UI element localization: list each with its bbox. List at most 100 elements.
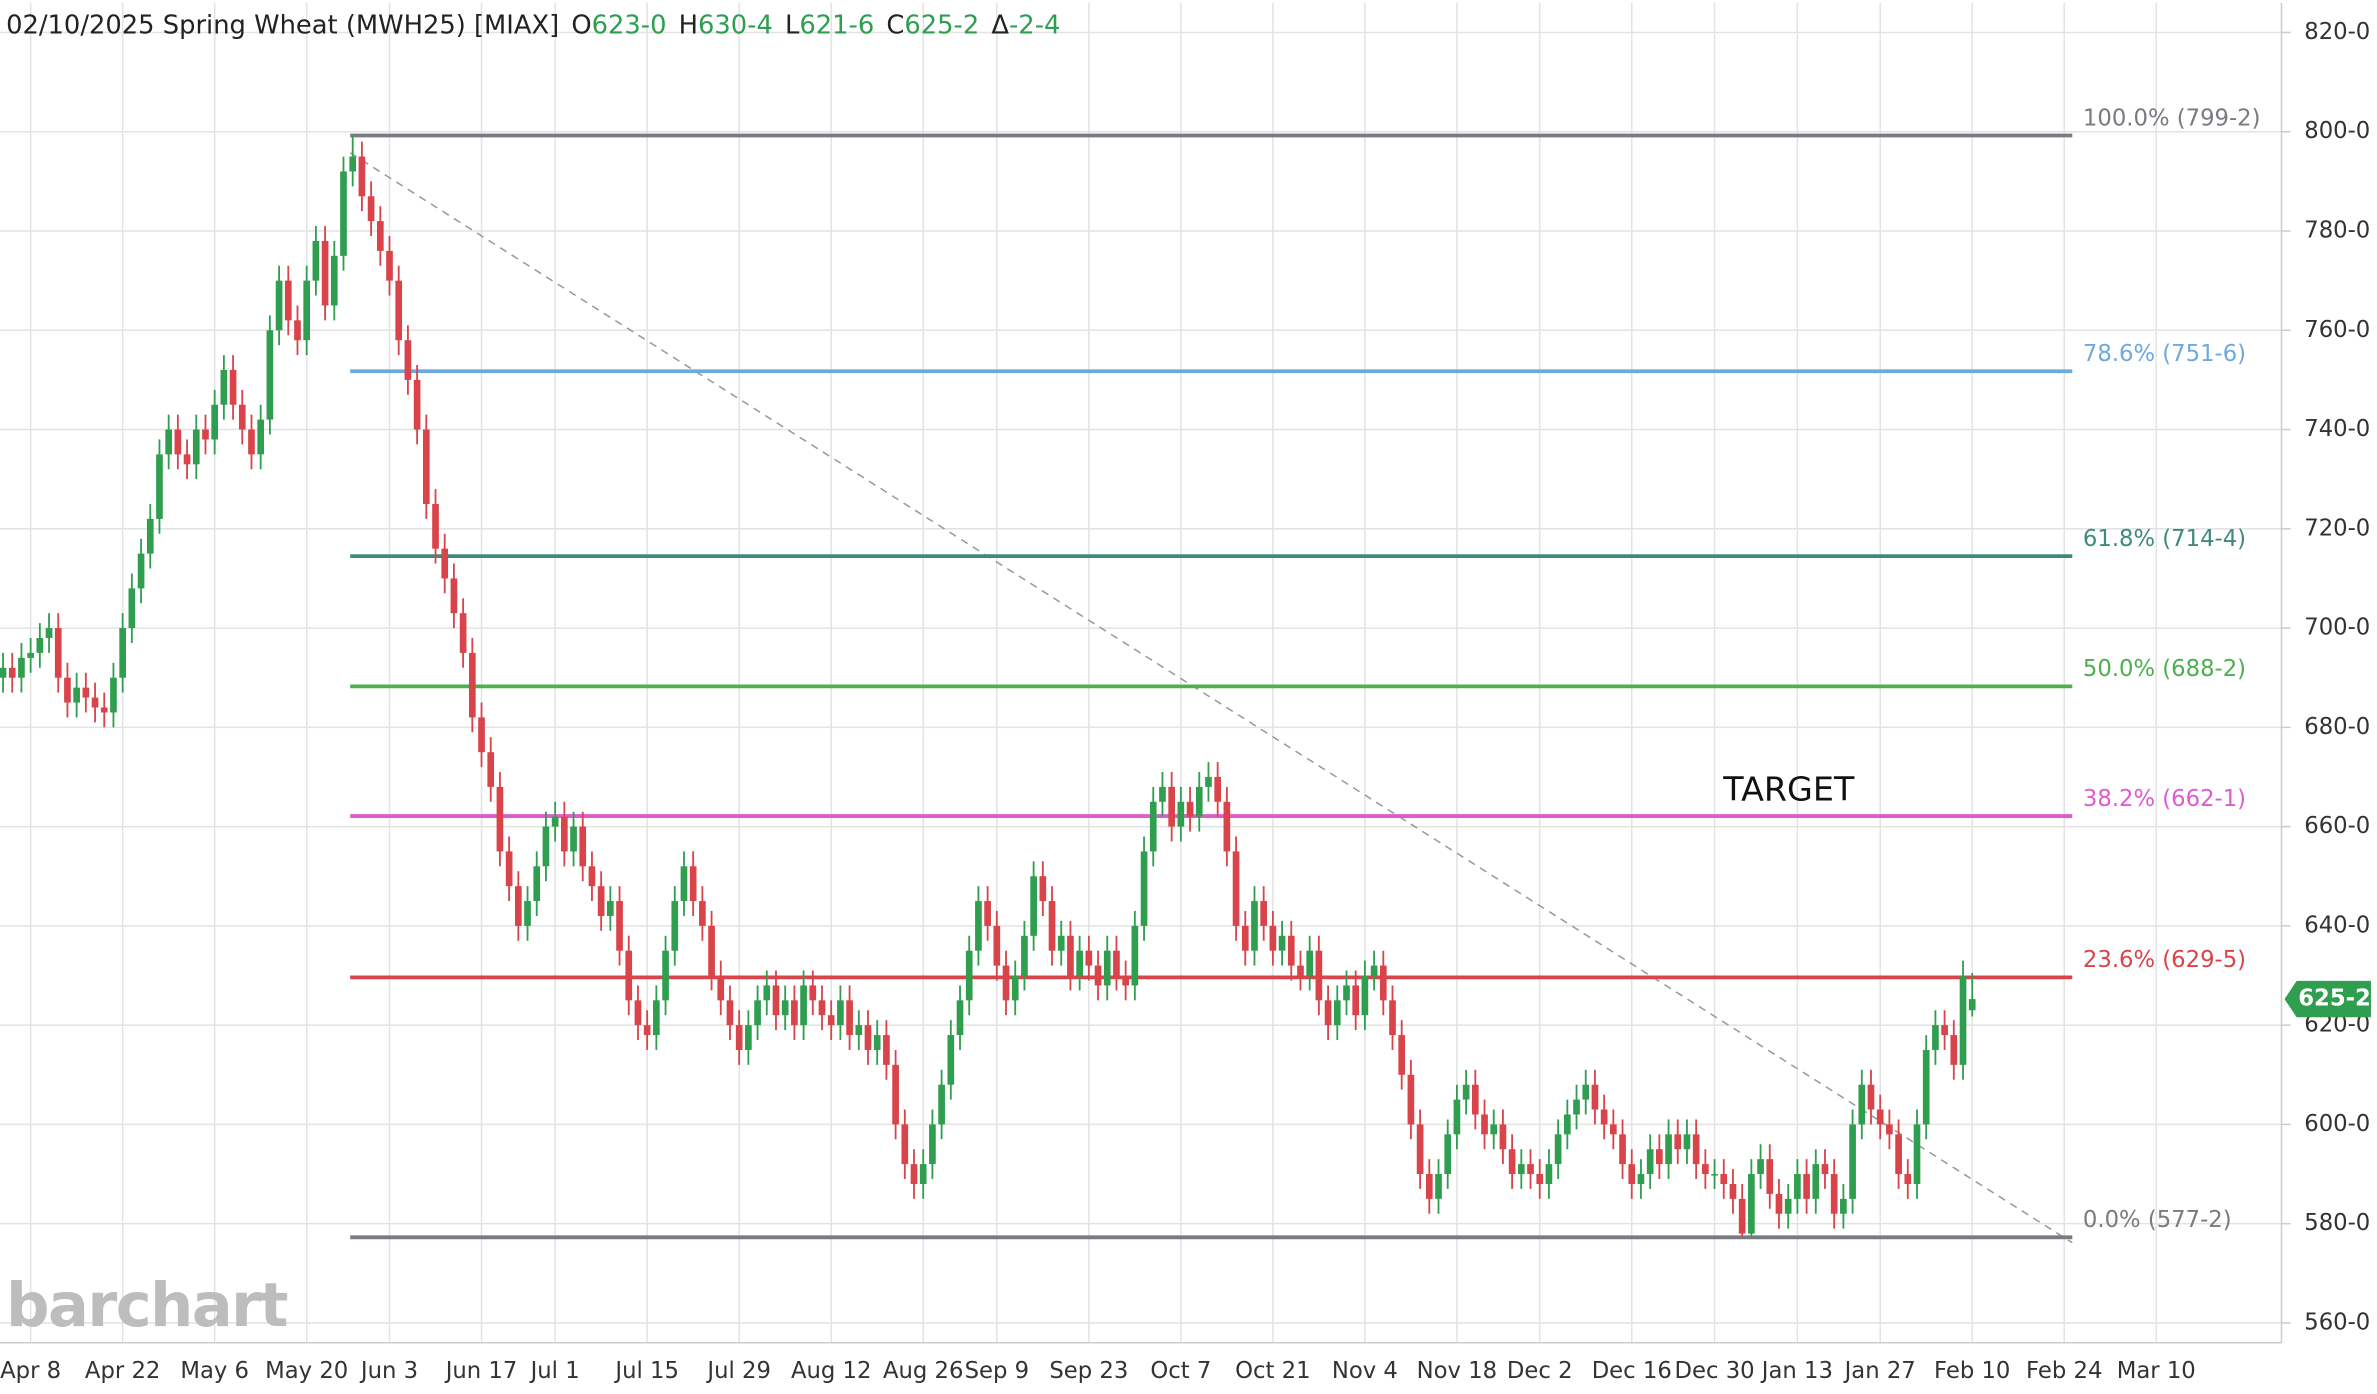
candle-body bbox=[1637, 1174, 1645, 1184]
candle-body bbox=[91, 697, 99, 708]
candle-body bbox=[616, 901, 623, 951]
candle-body bbox=[1913, 1124, 1921, 1184]
candle-body bbox=[634, 1000, 642, 1026]
candles bbox=[0, 135, 1976, 1238]
x-tick-label: May 20 bbox=[265, 1358, 348, 1384]
y-tick-label: 580-0 bbox=[2304, 1210, 2370, 1236]
candle-body bbox=[1352, 985, 1360, 1016]
candle-body bbox=[1462, 1084, 1470, 1100]
candle-body bbox=[1738, 1198, 1746, 1234]
candle-body bbox=[54, 628, 62, 678]
candle-body bbox=[680, 866, 688, 902]
candle-body bbox=[1186, 801, 1194, 817]
candle-body bbox=[1692, 1134, 1700, 1165]
candle-body bbox=[717, 975, 725, 1001]
candle-body bbox=[128, 588, 136, 629]
candle-body bbox=[542, 826, 550, 867]
candle-body bbox=[1784, 1198, 1792, 1214]
candle-body bbox=[1775, 1193, 1783, 1214]
fib-label: 100.0% (799-2) bbox=[2083, 105, 2261, 131]
candle-body bbox=[1398, 1035, 1406, 1075]
candle-body bbox=[1140, 851, 1148, 926]
candle-body bbox=[1748, 1174, 1755, 1234]
header-value: 625-2 bbox=[904, 10, 979, 40]
candle-body bbox=[1812, 1164, 1820, 1199]
candle-body bbox=[8, 667, 16, 678]
candle-body bbox=[837, 1000, 844, 1026]
header-key: H bbox=[679, 10, 698, 40]
candle-body bbox=[284, 280, 292, 321]
candle-body bbox=[1370, 965, 1378, 976]
candle-body bbox=[892, 1064, 899, 1125]
candle-body bbox=[708, 925, 715, 976]
last-price-label: 625-2 bbox=[2298, 986, 2371, 1012]
x-tick-label: Jul 15 bbox=[613, 1358, 679, 1384]
candle-body bbox=[220, 369, 228, 405]
candle-body bbox=[653, 1000, 660, 1036]
x-tick-label: Nov 18 bbox=[1417, 1358, 1497, 1384]
candle-body bbox=[699, 901, 706, 926]
y-tick-label: 780-0 bbox=[2304, 218, 2370, 244]
candle-body bbox=[1324, 1000, 1332, 1026]
header-key: Δ bbox=[991, 10, 1009, 40]
candle-body bbox=[1315, 950, 1323, 1001]
x-tick-label: Sep 23 bbox=[1049, 1358, 1128, 1384]
candle-body bbox=[1039, 876, 1047, 902]
candle-body bbox=[1168, 786, 1175, 827]
candle-body bbox=[505, 851, 513, 887]
candle-body bbox=[165, 429, 172, 455]
header-key: C bbox=[886, 10, 904, 40]
candle-body bbox=[183, 454, 191, 465]
candle-body bbox=[1195, 786, 1203, 817]
candle-body bbox=[1361, 975, 1369, 1016]
candle-body bbox=[1490, 1124, 1498, 1135]
candle-body bbox=[809, 985, 817, 1001]
candle-body bbox=[18, 657, 25, 678]
annotation: TARGET bbox=[1722, 769, 1855, 808]
candle-body bbox=[873, 1035, 881, 1050]
candle-body bbox=[1159, 786, 1166, 802]
candle-body bbox=[1067, 935, 1074, 976]
fib-levels: 100.0% (799-2) 78.6% (751-6) 61.8% (714-4)… bbox=[350, 105, 2261, 1240]
candle-body bbox=[367, 196, 375, 222]
x-tick-label: Feb 10 bbox=[1934, 1358, 2010, 1384]
candle-body bbox=[1904, 1174, 1912, 1184]
candle-body bbox=[110, 677, 117, 713]
candle-body bbox=[1591, 1084, 1599, 1110]
candle-body bbox=[956, 1000, 964, 1036]
last-price-tag bbox=[2284, 980, 2371, 1018]
candle-body bbox=[229, 369, 237, 405]
candle-body bbox=[1499, 1124, 1507, 1150]
candle-body bbox=[1149, 801, 1157, 852]
x-tick-label: Jun 3 bbox=[359, 1358, 418, 1384]
candle-body bbox=[607, 901, 614, 916]
candle-body bbox=[901, 1124, 909, 1165]
candle-body bbox=[1002, 965, 1010, 1001]
candle-body bbox=[1453, 1099, 1461, 1135]
candle-body bbox=[413, 379, 421, 430]
candle-body bbox=[1895, 1134, 1902, 1175]
candle-body bbox=[312, 240, 320, 281]
y-tick-label: 760-0 bbox=[2304, 317, 2370, 343]
candle-body bbox=[1343, 985, 1350, 1001]
candle-body bbox=[864, 1025, 872, 1050]
x-tick-label: Dec 16 bbox=[1592, 1358, 1672, 1384]
candle-body bbox=[1867, 1084, 1875, 1110]
candle-body bbox=[975, 901, 982, 951]
x-tick-label: Jan 13 bbox=[1760, 1358, 1833, 1384]
x-tick-label: Aug 26 bbox=[883, 1358, 964, 1384]
candle-body bbox=[459, 613, 467, 653]
candle-body bbox=[156, 454, 163, 519]
candle-body bbox=[1600, 1109, 1608, 1125]
candle-body bbox=[1830, 1174, 1838, 1214]
candle-body bbox=[1821, 1164, 1829, 1175]
candle-body bbox=[1610, 1124, 1617, 1135]
candle-body bbox=[64, 677, 71, 703]
candle-body bbox=[671, 901, 679, 951]
header-value: 623-0 bbox=[592, 10, 667, 40]
candle-body bbox=[1214, 776, 1222, 802]
candle-body bbox=[1932, 1025, 1939, 1050]
y-tick-label: 600-0 bbox=[2304, 1111, 2370, 1137]
candle-body bbox=[1573, 1099, 1580, 1115]
